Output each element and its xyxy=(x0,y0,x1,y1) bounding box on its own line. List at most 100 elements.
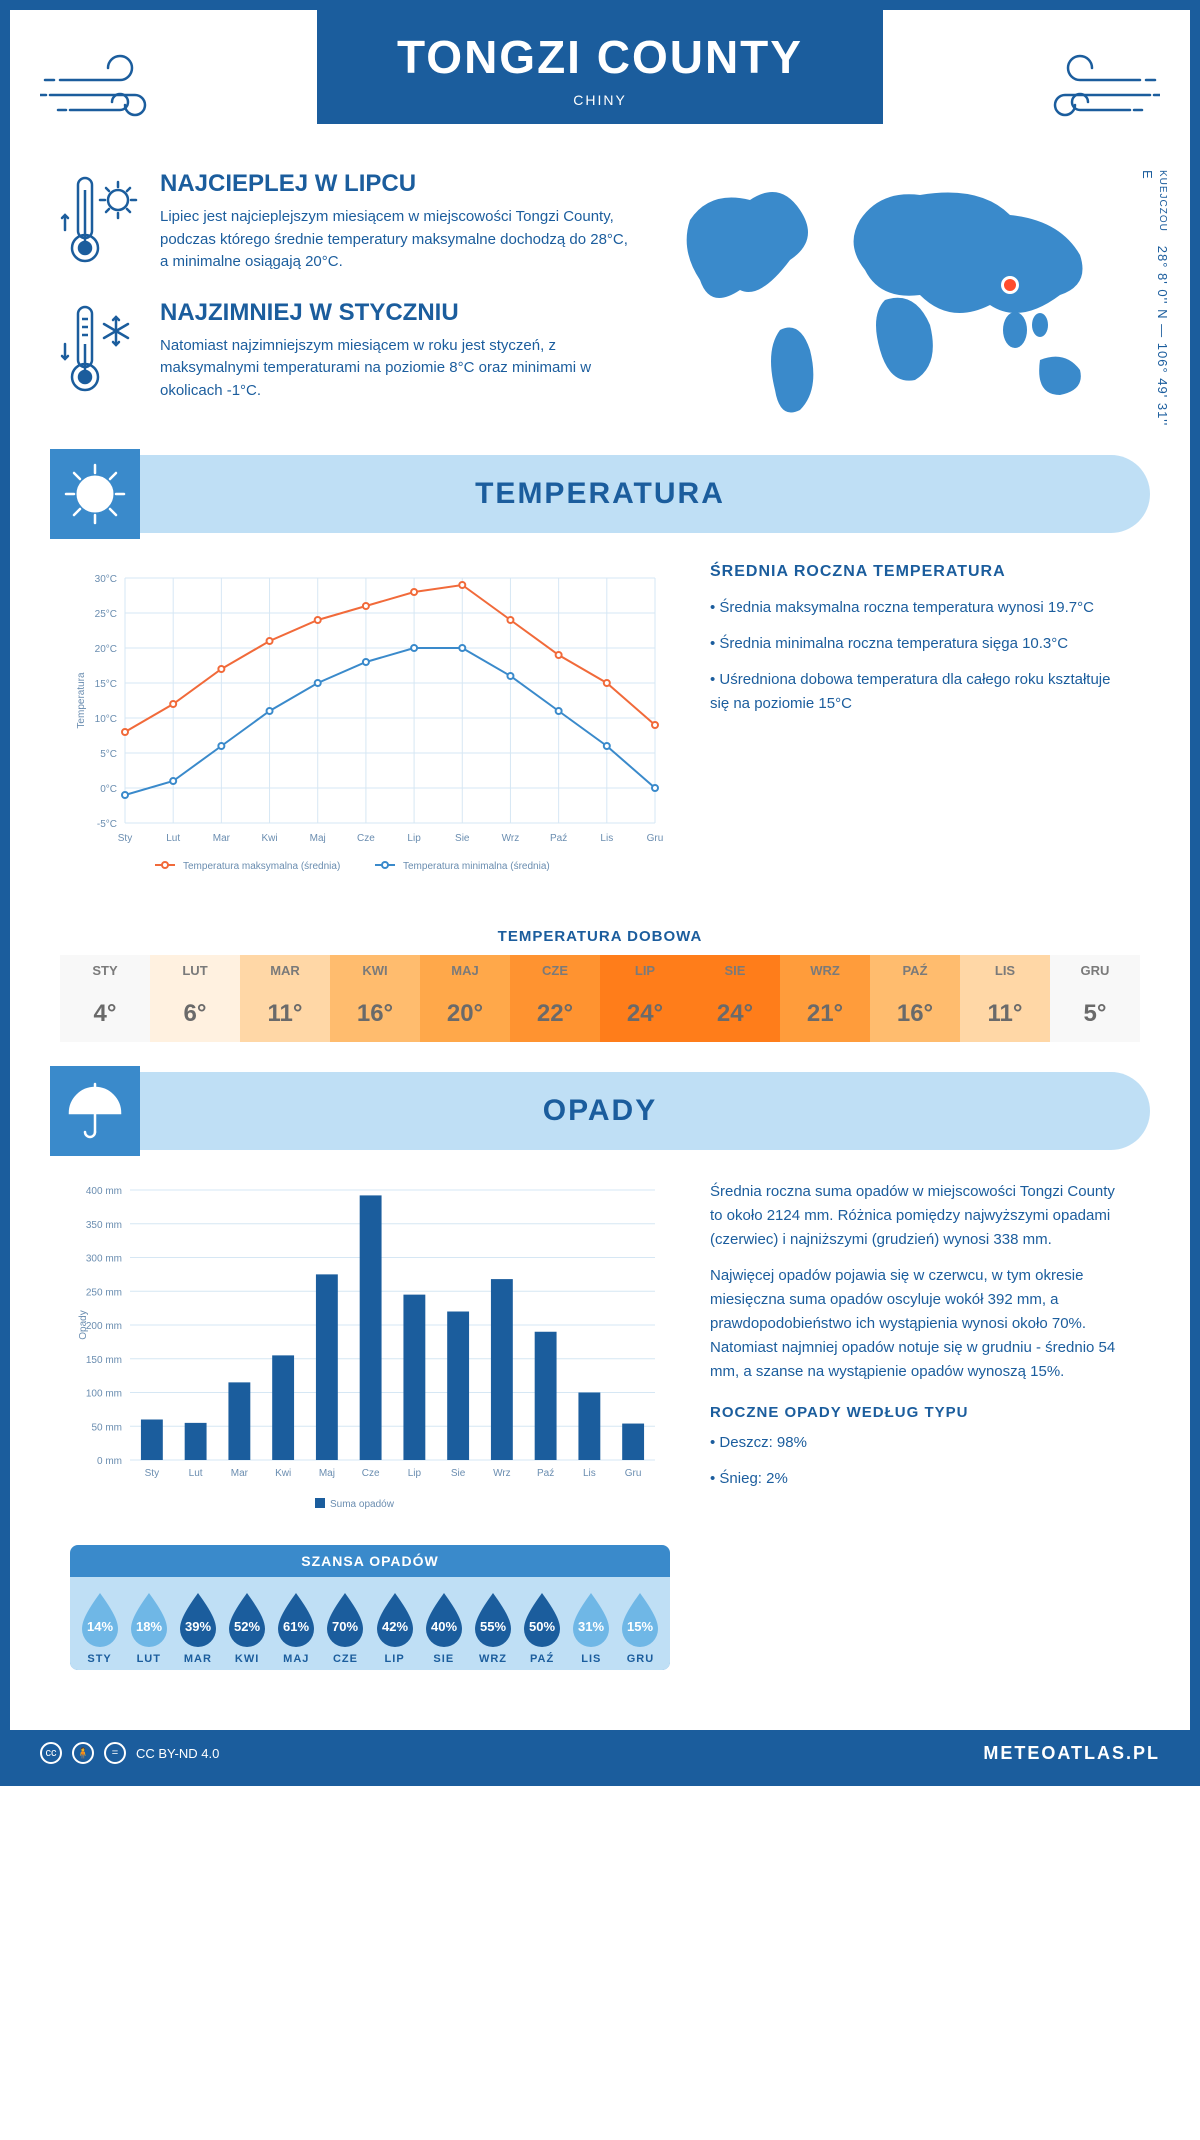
daily-temp-value: 11° xyxy=(960,986,1050,1042)
daily-temp-value: 24° xyxy=(600,986,690,1042)
chance-drop: 39% MAR xyxy=(173,1589,222,1665)
svg-text:40%: 40% xyxy=(431,1619,457,1634)
svg-text:31%: 31% xyxy=(578,1619,604,1634)
daily-temp-cell: SIE24° xyxy=(690,955,780,1042)
chance-month: LIP xyxy=(370,1653,419,1665)
svg-text:Wrz: Wrz xyxy=(502,833,520,844)
chance-drop: 50% PAŹ xyxy=(518,1589,567,1665)
nd-icon: = xyxy=(104,1742,126,1764)
chance-drop: 15% GRU xyxy=(616,1589,665,1665)
daily-temp-month: PAŹ xyxy=(870,955,960,986)
svg-text:0°C: 0°C xyxy=(100,784,117,795)
svg-text:Sty: Sty xyxy=(145,1468,159,1479)
svg-text:10°C: 10°C xyxy=(95,714,117,725)
temp-bullet: Średnia minimalna roczna temperatura się… xyxy=(710,632,1130,656)
svg-text:70%: 70% xyxy=(332,1619,358,1634)
svg-text:55%: 55% xyxy=(480,1619,506,1634)
svg-text:250 mm: 250 mm xyxy=(86,1287,122,1298)
daily-temp-cell: STY4° xyxy=(60,955,150,1042)
svg-text:Temperatura minimalna (średnia: Temperatura minimalna (średnia) xyxy=(403,861,550,872)
svg-text:Temperatura: Temperatura xyxy=(76,672,87,729)
daily-temp-value: 24° xyxy=(690,986,780,1042)
wind-icon-left xyxy=(40,40,180,130)
precipitation-summary: Średnia roczna suma opadów w miejscowośc… xyxy=(710,1180,1130,1670)
svg-text:400 mm: 400 mm xyxy=(86,1186,122,1197)
chance-month: STY xyxy=(75,1653,124,1665)
svg-text:Mar: Mar xyxy=(231,1468,249,1479)
chance-drop: 52% KWI xyxy=(223,1589,272,1665)
daily-temp-month: KWI xyxy=(330,955,420,986)
svg-text:50%: 50% xyxy=(529,1619,555,1634)
svg-text:25°C: 25°C xyxy=(95,609,117,620)
chance-drop: 18% LUT xyxy=(124,1589,173,1665)
svg-text:150 mm: 150 mm xyxy=(86,1355,122,1366)
daily-temp-cell: LIS11° xyxy=(960,955,1050,1042)
svg-text:Maj: Maj xyxy=(310,833,326,844)
daily-temp-cell: CZE22° xyxy=(510,955,600,1042)
fact-coldest: NAJZIMNIEJ W STYCZNIU Natomiast najzimni… xyxy=(60,299,630,403)
fact-warmest: NAJCIEPLEJ W LIPCU Lipiec jest najcieple… xyxy=(60,170,630,274)
svg-text:Paź: Paź xyxy=(550,833,567,844)
svg-text:0 mm: 0 mm xyxy=(97,1456,122,1467)
chance-drop: 40% SIE xyxy=(419,1589,468,1665)
daily-temp-month: LIP xyxy=(600,955,690,986)
daily-temp-value: 5° xyxy=(1050,986,1140,1042)
chance-month: CZE xyxy=(321,1653,370,1665)
svg-text:50 mm: 50 mm xyxy=(91,1422,122,1433)
svg-text:350 mm: 350 mm xyxy=(86,1220,122,1231)
title-band: TONGZI COUNTY CHINY xyxy=(317,10,883,124)
daily-temp-cell: GRU5° xyxy=(1050,955,1140,1042)
temperature-line-chart: -5°C0°C5°C10°C15°C20°C25°C30°CStyLutMarK… xyxy=(70,563,670,883)
daily-temp-cell: MAJ20° xyxy=(420,955,510,1042)
svg-text:Maj: Maj xyxy=(319,1468,335,1479)
daily-temp-value: 11° xyxy=(240,986,330,1042)
chance-drop: 42% LIP xyxy=(370,1589,419,1665)
intro-section: NAJCIEPLEJ W LIPCU Lipiec jest najcieple… xyxy=(10,150,1190,455)
svg-text:Cze: Cze xyxy=(357,833,375,844)
svg-text:42%: 42% xyxy=(382,1619,408,1634)
svg-text:Suma opadów: Suma opadów xyxy=(330,1499,395,1510)
page-title: TONGZI COUNTY xyxy=(397,30,803,84)
coordinates: KUEJCZOU 28° 8' 0'' N — 106° 49' 31'' E xyxy=(1140,170,1170,435)
svg-text:39%: 39% xyxy=(185,1619,211,1634)
svg-text:-5°C: -5°C xyxy=(97,819,117,830)
svg-text:Kwi: Kwi xyxy=(275,1468,291,1479)
svg-text:Lut: Lut xyxy=(189,1468,203,1479)
page-subtitle: CHINY xyxy=(397,92,803,108)
svg-text:15%: 15% xyxy=(627,1619,653,1634)
daily-temp-month: SIE xyxy=(690,955,780,986)
daily-temp-table: STY4°LUT6°MAR11°KWI16°MAJ20°CZE22°LIP24°… xyxy=(60,955,1140,1042)
svg-text:61%: 61% xyxy=(283,1619,309,1634)
precip-para-1: Średnia roczna suma opadów w miejscowośc… xyxy=(710,1180,1130,1252)
svg-text:Gru: Gru xyxy=(625,1468,642,1479)
svg-text:18%: 18% xyxy=(136,1619,162,1634)
svg-text:Lis: Lis xyxy=(583,1468,596,1479)
svg-text:14%: 14% xyxy=(87,1619,113,1634)
daily-temp-month: LUT xyxy=(150,955,240,986)
region-label: KUEJCZOU xyxy=(1157,170,1168,232)
section-heading-precipitation: OPADY xyxy=(50,1072,1150,1150)
svg-text:Mar: Mar xyxy=(213,833,231,844)
cc-icon: cc xyxy=(40,1742,62,1764)
daily-temp-title: TEMPERATURA DOBOWA xyxy=(10,928,1190,945)
chance-month: PAŹ xyxy=(518,1653,567,1665)
daily-temp-month: GRU xyxy=(1050,955,1140,986)
svg-text:Paź: Paź xyxy=(537,1468,554,1479)
chance-month: KWI xyxy=(223,1653,272,1665)
umbrella-icon xyxy=(50,1066,140,1156)
daily-temp-month: MAJ xyxy=(420,955,510,986)
sun-icon xyxy=(50,449,140,539)
svg-text:Sie: Sie xyxy=(451,1468,466,1479)
chance-month: LUT xyxy=(124,1653,173,1665)
daily-temp-month: LIS xyxy=(960,955,1050,986)
daily-temp-value: 16° xyxy=(330,986,420,1042)
daily-temp-value: 22° xyxy=(510,986,600,1042)
chance-title: SZANSA OPADÓW xyxy=(70,1545,670,1577)
chance-month: WRZ xyxy=(468,1653,517,1665)
thermometer-snow-icon xyxy=(60,299,140,399)
daily-temp-cell: LIP24° xyxy=(600,955,690,1042)
precip-para-2: Najwięcej opadów pojawia się w czerwcu, … xyxy=(710,1264,1130,1384)
precipitation-bar-chart: 0 mm50 mm100 mm150 mm200 mm250 mm300 mm3… xyxy=(70,1180,670,1520)
chance-drop: 55% WRZ xyxy=(468,1589,517,1665)
chance-drop: 61% MAJ xyxy=(272,1589,321,1665)
